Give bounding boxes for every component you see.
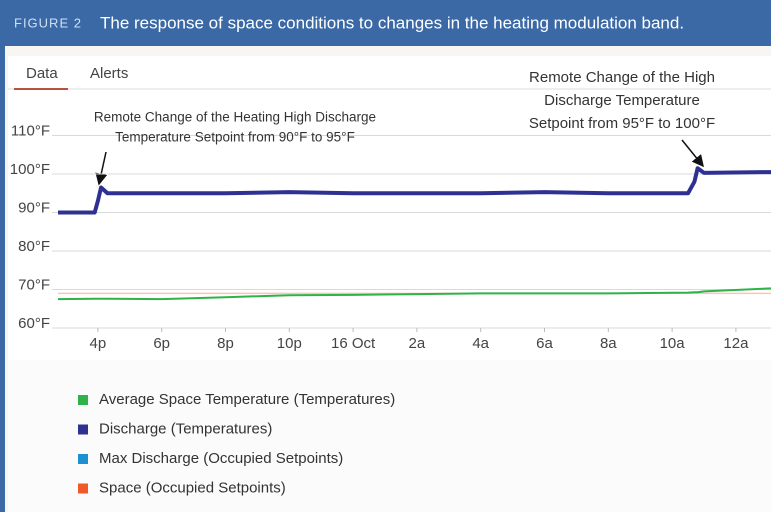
figure-title: The response of space conditions to chan… (100, 13, 684, 32)
x-tick-label: 10p (277, 335, 302, 352)
x-tick-label: 4p (90, 335, 107, 352)
side-border (0, 46, 5, 512)
annotation-arrow (95, 151, 108, 186)
figure-label: FIGURE 2 (14, 15, 82, 30)
annotation: Discharge Temperature (544, 92, 700, 109)
x-tick-label: 8p (217, 335, 234, 352)
y-tick-label: 90°F (18, 199, 50, 216)
tab[interactable]: Data (26, 65, 58, 82)
x-tick-label: 6a (536, 335, 553, 352)
x-tick-label: 4a (472, 335, 489, 352)
legend-swatch (78, 454, 88, 464)
y-tick-label: 60°F (18, 315, 50, 332)
legend-swatch (78, 395, 88, 405)
legend-area (8, 360, 771, 512)
legend-label: Average Space Temperature (Temperatures) (99, 391, 395, 408)
y-tick-label: 80°F (18, 238, 50, 255)
y-tick-label: 110°F (11, 122, 50, 139)
annotation: Setpoint from 95°F to 100°F (529, 115, 715, 132)
y-tick-label: 100°F (10, 161, 50, 178)
x-tick-label: 12a (723, 335, 749, 352)
tab[interactable]: Alerts (90, 65, 128, 82)
legend-label: Max Discharge (Occupied Setpoints) (99, 450, 343, 467)
legend-swatch (78, 424, 88, 435)
x-tick-label: 6p (153, 335, 170, 352)
annotation-arrow (681, 139, 704, 168)
x-tick-label: 10a (660, 335, 686, 352)
x-tick-label: 16 Oct (331, 335, 376, 352)
legend-swatch (78, 483, 88, 494)
legend-label: Space (Occupied Setpoints) (99, 479, 286, 496)
series-line (57, 287, 771, 301)
annotation: Remote Change of the Heating High Discha… (94, 110, 376, 125)
header-bar (0, 0, 771, 46)
y-tick-label: 70°F (18, 276, 50, 293)
legend-label: Discharge (Temperatures) (99, 420, 272, 437)
annotation: Remote Change of the High (529, 69, 715, 86)
series-line (58, 166, 771, 215)
x-tick-label: 8a (600, 335, 617, 352)
x-tick-label: 2a (409, 335, 426, 352)
annotation: Temperature Setpoint from 90°F to 95°F (115, 130, 355, 145)
